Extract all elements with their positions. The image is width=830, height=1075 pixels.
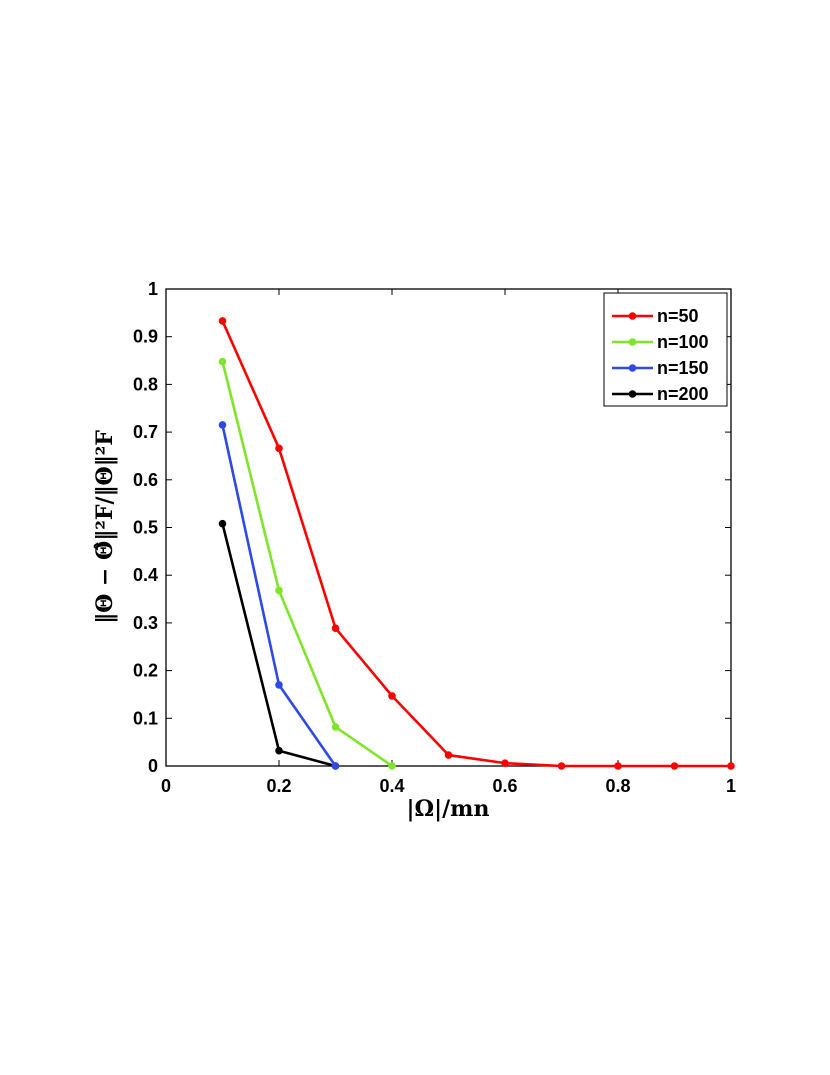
data-point [331, 624, 340, 632]
legend-item: n=200 [612, 384, 709, 404]
data-point [727, 762, 735, 770]
legend: n=50 n=100 n=150 n=200 [603, 292, 728, 407]
y-tick-label: 0.9 [133, 327, 158, 347]
x-tick-label: 0.8 [605, 776, 630, 796]
data-point [275, 444, 283, 453]
series-n=100 [218, 357, 396, 770]
series-line [221, 320, 731, 768]
legend-marker [628, 390, 637, 398]
y-tick-label: 0 [148, 756, 158, 776]
x-tick-label: 0.6 [492, 776, 517, 796]
y-tick-label: 0.7 [133, 422, 158, 442]
data-point [501, 759, 509, 767]
data-point [557, 762, 566, 770]
legend-label: n=100 [657, 332, 709, 352]
y-tick-label: 0.2 [133, 661, 158, 681]
data-point [331, 723, 340, 731]
y-tick-label: 0.4 [133, 565, 158, 585]
y-tick-label: 0.6 [133, 470, 158, 490]
x-axis-label: |Ω|/mn [407, 796, 490, 822]
legend-marker [628, 364, 637, 372]
data-point [388, 762, 396, 770]
data-point [670, 762, 679, 770]
data-point [275, 746, 283, 755]
y-tick-label: 0.5 [133, 518, 158, 538]
x-axis-ticks: 0 0.2 0.4 0.6 0.8 1 [161, 289, 736, 796]
legend-label: n=200 [657, 384, 709, 404]
data-point [275, 586, 283, 595]
data-point [275, 681, 283, 689]
data-point [331, 762, 340, 770]
y-tick-label: 0.1 [133, 708, 158, 728]
x-tick-label: 0 [161, 776, 171, 796]
x-tick-label: 0.4 [379, 776, 404, 796]
y-axis-label: ‖Θ − Θ̂‖²F/‖Θ‖²F [92, 430, 118, 624]
legend-item: n=150 [612, 358, 709, 378]
y-tick-label: 1 [148, 279, 158, 299]
legend-label: n=50 [657, 306, 699, 326]
y-axis-ticks: 0 0.1 0.2 0.3 0.4 0.5 0.6 0.7 0.8 0.9 1 [133, 279, 731, 776]
data-point [444, 751, 453, 759]
data-point [218, 421, 227, 429]
data-point [388, 692, 396, 700]
data-point [218, 519, 227, 528]
x-tick-label: 1 [726, 776, 736, 796]
legend-item: n=50 [612, 306, 699, 326]
legend-marker [628, 338, 637, 346]
y-tick-label: 0.3 [133, 613, 158, 633]
x-tick-label: 0.2 [266, 776, 291, 796]
legend-marker [628, 312, 637, 320]
series-layer [218, 317, 735, 770]
legend-box [603, 292, 728, 407]
data-point [218, 357, 227, 366]
data-point [218, 317, 227, 325]
data-point [614, 762, 622, 770]
legend-item: n=100 [612, 332, 709, 352]
series-n=50 [218, 317, 735, 770]
y-tick-label: 0.8 [133, 374, 158, 394]
series-line [221, 361, 393, 768]
legend-label: n=150 [657, 358, 709, 378]
series-n=150 [218, 421, 340, 770]
